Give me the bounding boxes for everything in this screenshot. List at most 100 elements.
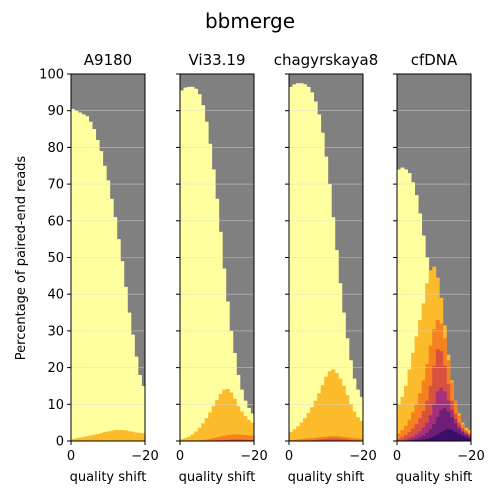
bar-cfdna-band6-7 bbox=[421, 439, 426, 441]
bar-chagyrskaya8-band2-1 bbox=[292, 439, 297, 441]
bar-chagyrskaya8-band2-5 bbox=[306, 438, 311, 441]
bar-vi33-19-band1-1 bbox=[183, 438, 188, 441]
bar-cfdna-band0-2 bbox=[404, 169, 408, 442]
bar-cfdna-band6-17 bbox=[456, 434, 461, 441]
bar-a9180-band0-5 bbox=[88, 121, 93, 442]
bar-cfdna-band6-8 bbox=[425, 438, 430, 441]
bar-a9180-band0-19 bbox=[137, 374, 142, 441]
bar-a9180-band0-2 bbox=[78, 112, 82, 441]
bar-chagyrskaya8-band0-11 bbox=[327, 184, 332, 441]
bar-vi33-19-band0-3 bbox=[190, 86, 195, 441]
bar-chagyrskaya8-band1-7 bbox=[313, 400, 318, 441]
bar-chagyrskaya8-band2-19 bbox=[355, 438, 360, 441]
bar-cfdna-band5-7 bbox=[421, 435, 426, 441]
bar-chagyrskaya8-band1-18 bbox=[352, 411, 357, 441]
bar-vi33-19-band0-9 bbox=[211, 169, 216, 442]
bar-cfdna-band5-8 bbox=[425, 432, 430, 441]
bar-vi33-19-band1-12 bbox=[222, 389, 227, 441]
bar-vi33-19-band1-5 bbox=[197, 427, 202, 441]
x-axis-label: quality shift bbox=[179, 470, 256, 485]
bar-cfdna-band3-10 bbox=[432, 365, 437, 441]
bar-cfdna-band1-0 bbox=[397, 404, 401, 441]
y-tick-label-30: 30 bbox=[47, 324, 64, 339]
bar-a9180-band0-14 bbox=[120, 261, 125, 441]
bar-cfdna-band6-16 bbox=[453, 431, 458, 441]
bar-a9180-band1-17 bbox=[130, 431, 135, 441]
bar-vi33-19-band0-4 bbox=[194, 88, 199, 442]
bar-chagyrskaya8-band1-17 bbox=[348, 404, 353, 441]
bar-chagyrskaya8-band1-5 bbox=[306, 413, 311, 441]
bar-chagyrskaya8-band2-3 bbox=[299, 439, 304, 441]
panel-a9180: 0 10 20 30 40 50 60 70 80 90 100 0 −20 A9180 quality s… bbox=[39, 51, 159, 485]
bar-cfdna-band6-18 bbox=[460, 435, 465, 441]
bar-cfdna-band4-10 bbox=[432, 404, 437, 441]
bar-chagyrskaya8-band0-18 bbox=[352, 378, 357, 441]
bar-vi33-19-band0-6 bbox=[201, 105, 206, 441]
bar-vi33-19-band2-6 bbox=[201, 439, 206, 441]
bar-a9180-band0-12 bbox=[113, 217, 118, 441]
bar-chagyrskaya8-band2-16 bbox=[345, 437, 350, 441]
bar-cfdna-band1-2 bbox=[404, 385, 408, 441]
bar-cfdna-band6-14 bbox=[446, 429, 451, 441]
bar-chagyrskaya8-band1-15 bbox=[341, 385, 346, 441]
bar-cfdna-band4-9 bbox=[428, 415, 433, 441]
bar-cfdna-band4-2 bbox=[404, 439, 408, 441]
bar-a9180-band1-20 bbox=[141, 433, 146, 441]
bar-cfdna-band5-13 bbox=[442, 407, 447, 441]
bar-cfdna-band2-0 bbox=[397, 433, 401, 441]
bar-a9180-band1-19 bbox=[137, 432, 142, 441]
bar-chagyrskaya8-band1-2 bbox=[296, 426, 300, 441]
bar-vi33-19-band3-13 bbox=[225, 439, 230, 441]
y-tick-label-20: 20 bbox=[47, 361, 64, 376]
bar-vi33-19-band2-11 bbox=[218, 436, 223, 441]
bar-chagyrskaya8-band0-10 bbox=[324, 156, 329, 441]
bar-chagyrskaya8-band1-6 bbox=[310, 407, 315, 441]
bar-vi33-19-band2-8 bbox=[208, 438, 213, 441]
bar-chagyrskaya8-band1-4 bbox=[303, 418, 308, 441]
bar-cfdna-band1-4 bbox=[411, 352, 416, 441]
bar-cfdna-band6-9 bbox=[428, 437, 433, 441]
bar-a9180-band0-6 bbox=[92, 129, 97, 442]
x-axis-label: quality shift bbox=[396, 470, 473, 485]
bar-cfdna-band4-4 bbox=[411, 436, 416, 441]
panels: 0 10 20 30 40 50 60 70 80 90 100 0 −20 A9180 quality s… bbox=[39, 51, 485, 485]
bar-cfdna-band1-7 bbox=[421, 303, 426, 442]
bar-a9180-band1-14 bbox=[120, 429, 125, 441]
bar-chagyrskaya8-band3-10 bbox=[324, 438, 329, 441]
panel-cfdna: 0 −20 cfDNA quality shift bbox=[393, 51, 485, 485]
bar-vi33-19-band0-7 bbox=[204, 121, 209, 442]
bar-cfdna-band5-5 bbox=[414, 438, 419, 441]
bar-cfdna-band3-6 bbox=[418, 418, 423, 441]
x-tick-label-0: 0 bbox=[285, 449, 293, 464]
bar-vi33-19-band1-13 bbox=[225, 388, 230, 441]
bar-vi33-19-band0-8 bbox=[208, 143, 213, 442]
bar-vi33-19-band2-17 bbox=[239, 434, 244, 441]
bar-cfdna-band2-6 bbox=[418, 393, 423, 441]
bar-vi33-19-band1-0 bbox=[180, 439, 184, 441]
x-tick-label-0: 0 bbox=[393, 449, 401, 464]
bar-vi33-19-band0-13 bbox=[225, 301, 230, 441]
bar-chagyrskaya8-band0-6 bbox=[310, 92, 315, 441]
bar-chagyrskaya8-band3-14 bbox=[338, 438, 343, 441]
bar-vi33-19-band1-16 bbox=[236, 406, 241, 441]
bar-chagyrskaya8-band0-9 bbox=[320, 132, 325, 441]
bar-cfdna-band1-6 bbox=[418, 319, 423, 441]
bar-chagyrskaya8-band1-0 bbox=[289, 431, 293, 441]
x-tick-label-20: −20 bbox=[457, 449, 484, 464]
bar-cfdna-band3-2 bbox=[404, 435, 408, 441]
bar-vi33-19-band1-3 bbox=[190, 434, 195, 441]
bar-vi33-19-band3-12 bbox=[222, 439, 227, 441]
bar-chagyrskaya8-band0-19 bbox=[355, 389, 360, 441]
bar-a9180-band1-8 bbox=[99, 433, 104, 441]
bar-a9180-band1-3 bbox=[81, 436, 86, 441]
bar-a9180-band0-18 bbox=[134, 356, 139, 441]
bar-cfdna-band6-20 bbox=[467, 438, 472, 441]
bar-cfdna-band4-6 bbox=[418, 431, 423, 441]
bar-a9180-band0-1 bbox=[74, 110, 79, 441]
bar-cfdna-band5-15 bbox=[449, 417, 454, 441]
bar-a9180-band0-11 bbox=[109, 198, 114, 441]
bar-a9180-band0-8 bbox=[99, 151, 104, 441]
bar-vi33-19-band0-1 bbox=[183, 87, 188, 441]
bar-vi33-19-band0-11 bbox=[218, 231, 223, 441]
bar-a9180-band0-4 bbox=[85, 116, 90, 441]
